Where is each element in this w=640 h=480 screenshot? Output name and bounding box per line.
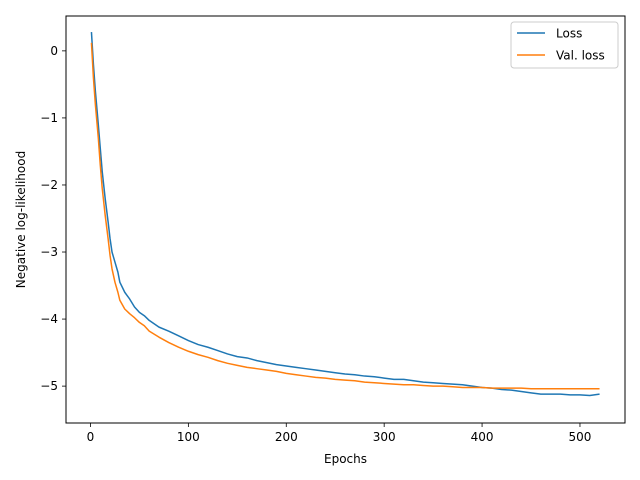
x-tick-label: 200 xyxy=(275,430,298,444)
legend-label-val-loss: Val. loss xyxy=(556,49,605,63)
x-tick-label: 100 xyxy=(177,430,200,444)
y-tick-label: 0 xyxy=(50,44,58,58)
series-line-val-loss xyxy=(90,42,600,390)
legend: Loss Val. loss xyxy=(510,21,619,69)
x-axis-label: Epochs xyxy=(324,452,367,466)
y-axis-label: Negative log-likelihood xyxy=(14,151,28,288)
plot-area xyxy=(65,15,626,424)
x-tick-label: 0 xyxy=(87,430,95,444)
x-axis-ticks: 0 100 200 300 400 500 xyxy=(87,423,592,444)
y-tick-label: −4 xyxy=(40,312,58,326)
x-tick-label: 400 xyxy=(471,430,494,444)
series-layer xyxy=(90,32,600,397)
y-axis-ticks: 0 −1 −2 −3 −4 −5 xyxy=(40,44,66,393)
y-tick-label: −2 xyxy=(40,178,58,192)
x-tick-label: 300 xyxy=(373,430,396,444)
legend-label-loss: Loss xyxy=(556,27,582,41)
y-tick-label: −1 xyxy=(40,111,58,125)
x-tick-label: 500 xyxy=(569,430,592,444)
y-tick-label: −3 xyxy=(40,245,58,259)
y-tick-label: −5 xyxy=(40,379,58,393)
axes-background xyxy=(66,16,625,423)
axes-frame xyxy=(65,15,626,424)
